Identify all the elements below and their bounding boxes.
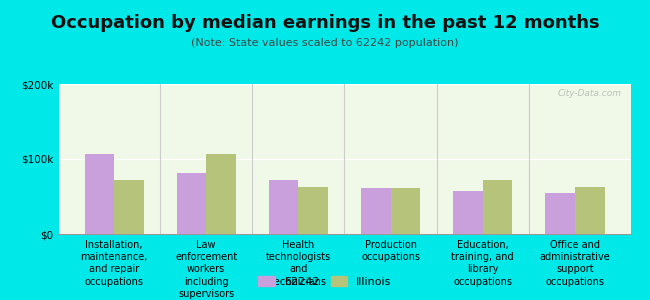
Bar [84,154,114,234]
Bar [361,188,391,234]
Bar [545,193,575,234]
Bar [206,154,236,234]
Bar [453,191,483,234]
Bar [483,180,512,234]
Bar [391,188,420,234]
Text: Occupation by median earnings in the past 12 months: Occupation by median earnings in the pas… [51,14,599,32]
Text: (Note: State values scaled to 62242 population): (Note: State values scaled to 62242 popu… [191,38,459,47]
Legend: 62242, Illinois: 62242, Illinois [254,272,396,291]
Bar [177,172,206,234]
Bar [269,180,298,234]
Bar [298,187,328,234]
Bar [114,180,144,234]
Text: City-Data.com: City-Data.com [558,88,622,98]
Bar [575,187,604,234]
